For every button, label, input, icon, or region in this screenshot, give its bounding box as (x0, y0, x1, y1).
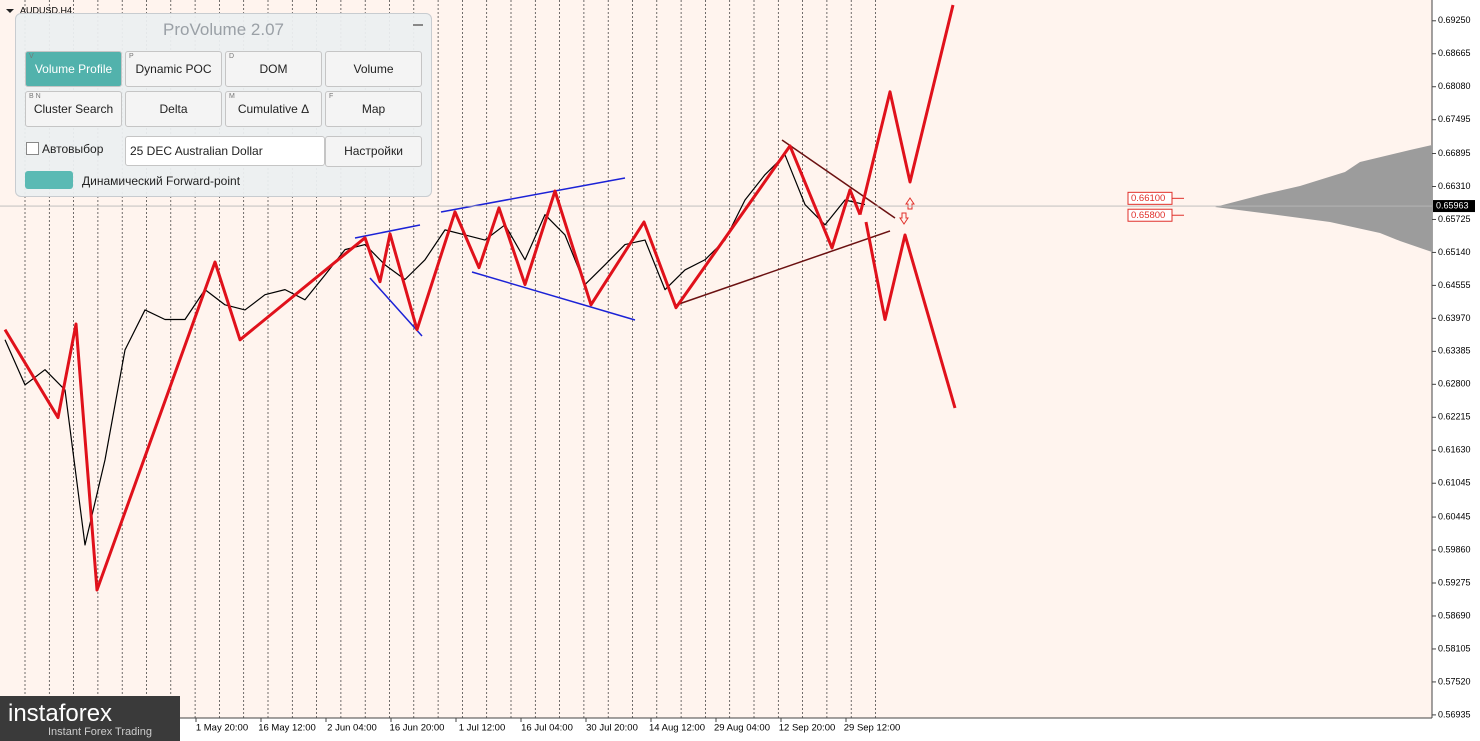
wedge-lines (675, 139, 896, 306)
x-tick-label: 29 Aug 04:00 (714, 723, 770, 734)
logo: instaforex Instant Forex Trading (0, 696, 180, 741)
y-tick-label: 0.67495 (1438, 114, 1471, 124)
y-tick-label: 0.63385 (1438, 346, 1471, 356)
button-label: Volume Profile (34, 62, 113, 76)
level-tag (1127, 208, 1173, 222)
y-tick-label: 0.62800 (1438, 379, 1471, 389)
y-tick-label: 0.56935 (1438, 709, 1471, 719)
x-tick-label: 16 Jun 20:00 (390, 723, 445, 734)
series-line (864, 221, 957, 409)
minimize[interactable] (413, 24, 423, 26)
button-label: Настройки (344, 144, 403, 158)
button-label: Dynamic POC (135, 62, 212, 76)
trend-line (471, 271, 636, 321)
panel-title: ProVolume 2.07 (163, 20, 284, 39)
axis-bg (1432, 0, 1480, 741)
series-line (3, 144, 862, 592)
y-tick-label: 0.59860 (1438, 544, 1471, 554)
y-tick-label: 0.69250 (1438, 15, 1471, 25)
y-tick-label: 0.60445 (1438, 511, 1471, 521)
toggle-label: Динамический Forward-point (82, 174, 241, 188)
button-label: Cumulative Δ (237, 102, 310, 116)
level-label: 0.65800 (1131, 210, 1165, 221)
trend-line (675, 230, 891, 306)
hotkey: V (29, 53, 34, 60)
provolume-panel: ProVolume 2.07 V Volume Profile P Dynamic … (15, 13, 432, 197)
toggle[interactable] (25, 171, 73, 189)
x-tick-label: 1 May 20:00 (196, 723, 248, 734)
checkbox-label: Автовыбор (42, 142, 104, 156)
checkbox[interactable] (26, 142, 39, 155)
x-tick-label: 16 May 12:00 (258, 723, 316, 734)
y-tick-label: 0.62215 (1438, 412, 1471, 422)
select-value: 25 DEC Australian Dollar (130, 144, 263, 158)
button-label: Map (361, 102, 386, 116)
y-tick-label: 0.68665 (1438, 48, 1471, 58)
y-tick-label: 0.64555 (1438, 280, 1471, 290)
hotkey: M (229, 93, 235, 100)
button-label: DOM (259, 62, 288, 76)
trend-line (354, 224, 421, 239)
x-tick-label: 16 Jul 04:00 (521, 723, 573, 734)
hotkey: P (129, 53, 134, 60)
y-tick-label: 0.68080 (1438, 81, 1471, 91)
button[interactable]: D DOM (225, 51, 322, 87)
logo-tagline: Instant Forex Trading (48, 726, 152, 738)
y-tick-label: 0.61630 (1438, 445, 1471, 455)
price-tag-label: 0.65963 (1436, 200, 1469, 210)
up-arrow (905, 197, 915, 210)
hotkey: B N (29, 93, 41, 100)
price-tag (1433, 200, 1475, 213)
x-tick-label: 2 Jun 04:00 (327, 723, 377, 734)
x-tick-label: 14 Aug 12:00 (649, 723, 705, 734)
button-label: Volume (353, 62, 394, 76)
button[interactable]: B N Cluster Search (25, 91, 122, 127)
y-tick-label: 0.66310 (1438, 181, 1471, 191)
hotkey: D (229, 53, 235, 60)
trend-line (369, 277, 423, 337)
trend-line (781, 139, 896, 219)
symbol-arrow (6, 9, 14, 13)
y-tick-label: 0.61045 (1438, 478, 1471, 488)
symbol: AUDUSD,H4 (20, 5, 72, 15)
y-tick-label: 0.58105 (1438, 643, 1471, 653)
x-tick-label: 30 Jul 20:00 (586, 723, 638, 734)
x-tick-label: 29 Sep 12:00 (844, 723, 901, 734)
instrument-select[interactable]: 25 DEC Australian Dollar (125, 136, 325, 166)
level-label: 0.66100 (1131, 193, 1165, 204)
settings-button[interactable]: Настройки (325, 136, 422, 167)
button[interactable]: V Volume Profile (25, 51, 122, 87)
button[interactable]: Volume (325, 51, 422, 87)
series-line (858, 4, 955, 216)
level-tag (1127, 191, 1173, 205)
button[interactable]: M Cumulative Δ (225, 91, 322, 127)
y-tick-label: 0.66895 (1438, 148, 1471, 158)
x-tick-label: 1 Jul 12:00 (459, 723, 505, 734)
y-tick-label: 0.59275 (1438, 577, 1471, 587)
y-tick-label: 0.58690 (1438, 610, 1471, 620)
y-tick-label: 0.65725 (1438, 214, 1471, 224)
x-tick-label: 12 Sep 20:00 (779, 723, 836, 734)
volume-profile (1215, 145, 1432, 252)
y-tick-label: 0.63970 (1438, 313, 1471, 323)
button-label: Cluster Search (33, 102, 114, 116)
logo-name: instaforex (8, 700, 113, 727)
hotkey: F (329, 93, 334, 100)
y-tick-label: 0.65140 (1438, 247, 1471, 257)
button[interactable]: P Dynamic POC (125, 51, 222, 87)
button[interactable]: Delta (125, 91, 222, 127)
y-tick-label: 0.57520 (1438, 676, 1471, 686)
button-label: Delta (159, 102, 188, 116)
down-arrow (899, 212, 909, 225)
button[interactable]: F Map (325, 91, 422, 127)
